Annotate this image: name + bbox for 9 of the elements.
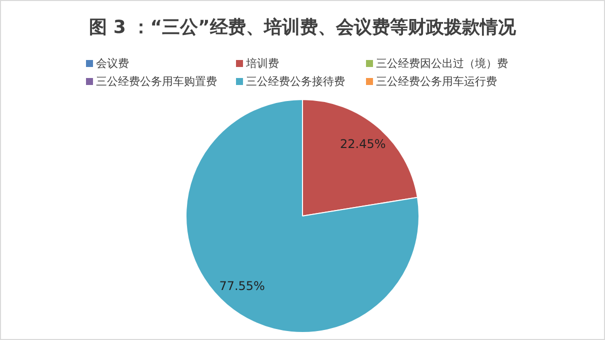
legend-label: 会议费 [96,56,129,71]
legend-label: 三公经费公务用车运行费 [376,74,497,89]
legend-label: 培训费 [246,56,279,71]
legend-label: 三公经费因公出过（境）费 [376,56,508,71]
chart-title: 图 3 ：“三公”经费、培训费、会议费等财政拨款情况 [88,16,517,39]
legend-label: 三公经费公务用车购置费 [96,74,217,89]
data-label: 77.55% [219,279,265,294]
data-label: 22.45% [340,137,386,152]
legend-label: 三公经费公务接待费 [246,74,345,89]
